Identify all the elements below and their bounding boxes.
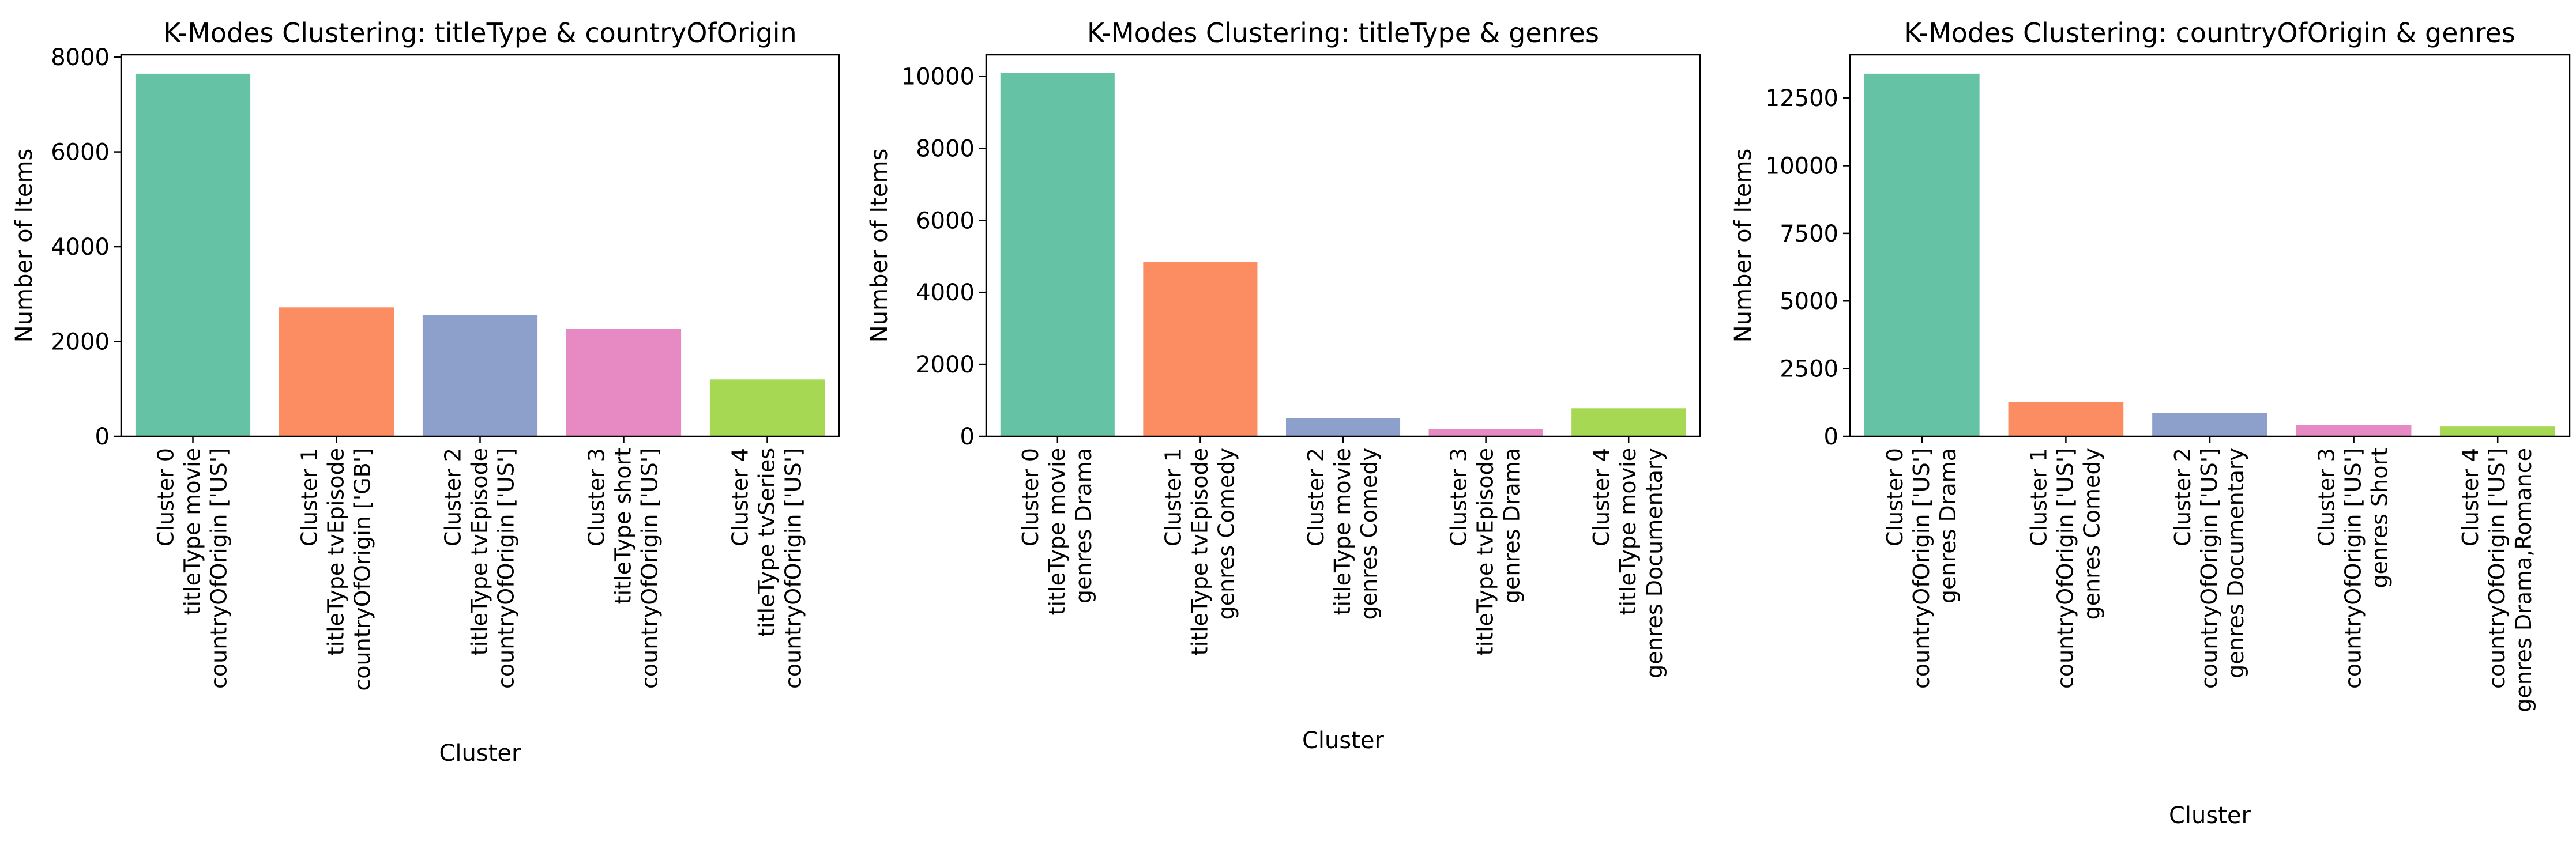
xtick-label-p2-c1-l2: genres Comedy (2079, 448, 2104, 620)
ytick-label-p2-4: 10000 (1765, 153, 1838, 179)
xtick-label-p1-c3-l1: titleType tvEpisode (1473, 448, 1498, 655)
xtick-label-p0-c2-l1: titleType tvEpisode (467, 448, 492, 655)
bar-p0-c3 (566, 329, 682, 436)
xtick-label-p0-c3-l0: Cluster 3 (584, 448, 610, 546)
bar-p0-c2 (422, 315, 538, 436)
xtick-label-p2-c4-l2: genres Drama,Romance (2511, 448, 2536, 712)
chart-title-1: K-Modes Clustering: titleType & genres (1087, 17, 1599, 48)
ytick-label-p0-0: 0 (95, 424, 110, 450)
xtick-label-p2-c4-l0: Cluster 4 (2458, 448, 2483, 546)
ytick-label-p0-1: 2000 (51, 329, 110, 356)
ytick-label-p2-5: 12500 (1765, 85, 1838, 112)
xtick-label-p1-c4-l1: titleType movie (1615, 448, 1641, 615)
bar-p1-c2 (1285, 418, 1401, 436)
xtick-label-p1-c2-l0: Cluster 2 (1303, 448, 1329, 546)
x-axis-label-2: Cluster (2169, 802, 2251, 829)
xtick-label-p0-c4-l0: Cluster 4 (728, 448, 753, 546)
y-axis-label-0: Number of Items (11, 149, 37, 343)
chart-title-0: K-Modes Clustering: titleType & countryO… (163, 17, 796, 48)
xtick-label-p2-c3-l0: Cluster 3 (2314, 448, 2340, 546)
xtick-label-p1-c0-l2: genres Drama (1071, 448, 1096, 603)
xtick-label-p0-c4-l1: titleType tvSeries (754, 448, 780, 637)
xtick-label-p0-c0-l2: countryOfOrigin ['US'] (206, 448, 232, 689)
bar-p2-c4 (2440, 426, 2556, 436)
bar-p1-c4 (1571, 408, 1686, 436)
ytick-label-p1-0: 0 (960, 424, 975, 450)
xtick-label-p1-c4-l0: Cluster 4 (1589, 448, 1614, 546)
xtick-label-p2-c1-l0: Cluster 1 (2026, 448, 2051, 546)
xtick-label-p0-c1-l0: Cluster 1 (297, 448, 322, 546)
x-axis-label-0: Cluster (439, 740, 522, 767)
xtick-label-p2-c0-l2: genres Drama (1935, 448, 1961, 603)
xtick-label-p2-c4-l1: countryOfOrigin ['US'] (2484, 448, 2510, 689)
bar-p0-c0 (135, 73, 251, 436)
bar-p1-c1 (1143, 262, 1258, 436)
xtick-label-p1-c1-l1: titleType tvEpisode (1187, 448, 1212, 655)
y-axis-label-1: Number of Items (866, 149, 893, 343)
bar-p1-c3 (1428, 429, 1543, 436)
bar-p2-c0 (1864, 73, 1980, 437)
ytick-label-p1-3: 6000 (916, 208, 975, 234)
ytick-label-p1-2: 4000 (916, 280, 975, 306)
xtick-label-p0-c4-l2: countryOfOrigin ['US'] (781, 448, 806, 689)
xtick-label-p2-c0-l1: countryOfOrigin ['US'] (1909, 448, 1934, 689)
xtick-label-p0-c0-l0: Cluster 0 (153, 448, 179, 546)
xtick-label-p0-c0-l1: titleType movie (180, 448, 205, 615)
xtick-label-p0-c2-l0: Cluster 2 (441, 448, 466, 546)
ytick-label-p0-3: 6000 (51, 139, 110, 166)
xtick-label-p1-c2-l1: titleType movie (1330, 448, 1355, 615)
xtick-label-p0-c3-l1: titleType short (611, 448, 636, 604)
bar-p2-c1 (2008, 402, 2124, 436)
xtick-label-p2-c3-l2: genres Short (2367, 448, 2393, 589)
xtick-label-p1-c4-l2: genres Documentary (1642, 448, 1667, 678)
bar-p1-c0 (1000, 73, 1115, 436)
xtick-label-p0-c3-l2: countryOfOrigin ['US'] (637, 448, 663, 689)
bar-p2-c3 (2296, 425, 2412, 436)
chart-title-2: K-Modes Clustering: countryOfOrigin & ge… (1904, 17, 2515, 48)
y-axis-label-2: Number of Items (1730, 149, 1757, 343)
ytick-label-p2-2: 5000 (1780, 288, 1838, 315)
xtick-label-p2-c0-l0: Cluster 0 (1882, 448, 1908, 546)
bar-p0-c4 (709, 379, 825, 436)
ytick-label-p1-4: 8000 (916, 135, 975, 162)
bar-p0-c1 (279, 307, 394, 436)
ytick-label-p0-2: 4000 (51, 234, 110, 261)
xtick-label-p1-c2-l2: genres Comedy (1356, 448, 1382, 620)
xtick-label-p1-c1-l2: genres Comedy (1213, 448, 1239, 620)
xtick-label-p0-c1-l2: countryOfOrigin ['GB'] (350, 448, 375, 691)
xtick-label-p1-c3-l2: genres Drama (1499, 448, 1525, 603)
ytick-label-p1-1: 2000 (916, 352, 975, 378)
xtick-label-p1-c3-l0: Cluster 3 (1446, 448, 1472, 546)
ytick-label-p0-4: 8000 (51, 44, 110, 71)
bar-p2-c2 (2152, 413, 2267, 436)
ytick-label-p2-0: 0 (1824, 424, 1838, 450)
xtick-label-p1-c0-l0: Cluster 0 (1018, 448, 1043, 546)
xtick-label-p0-c1-l1: titleType tvEpisode (324, 448, 349, 655)
xtick-label-p0-c2-l2: countryOfOrigin ['US'] (494, 448, 519, 689)
xtick-label-p2-c2-l1: countryOfOrigin ['US'] (2197, 448, 2222, 689)
xtick-label-p1-c0-l1: titleType movie (1044, 448, 1070, 615)
xtick-label-p2-c2-l0: Cluster 2 (2170, 448, 2195, 546)
xtick-label-p2-c1-l1: countryOfOrigin ['US'] (2052, 448, 2078, 689)
ytick-label-p1-5: 10000 (901, 63, 975, 90)
xtick-label-p2-c3-l1: countryOfOrigin ['US'] (2341, 448, 2366, 689)
ytick-label-p2-1: 2500 (1780, 356, 1838, 383)
xtick-label-p2-c2-l2: genres Documentary (2223, 448, 2248, 678)
x-axis-label-1: Cluster (1302, 727, 1385, 754)
ytick-label-p2-3: 7500 (1780, 221, 1838, 247)
xtick-label-p1-c1-l0: Cluster 1 (1160, 448, 1186, 546)
